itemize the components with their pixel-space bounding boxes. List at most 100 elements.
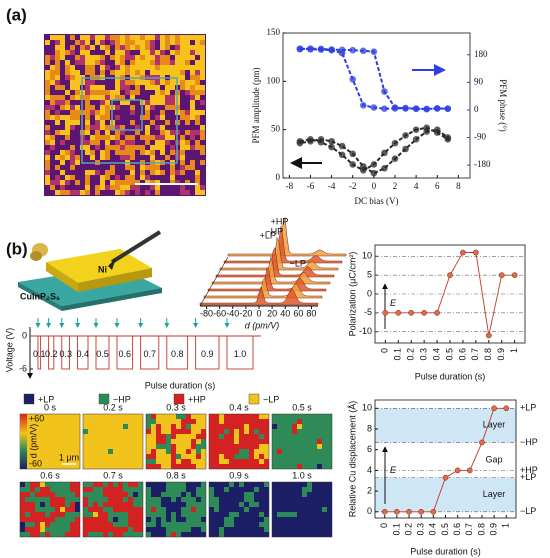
map-pixel bbox=[249, 507, 254, 512]
map-pixel bbox=[108, 424, 113, 429]
image-pixel bbox=[130, 170, 135, 175]
image-pixel bbox=[110, 165, 115, 170]
map-pixel bbox=[317, 464, 322, 469]
map-pixel bbox=[186, 517, 191, 522]
map-pixel bbox=[60, 532, 65, 537]
map-pixel bbox=[128, 454, 133, 459]
map-pixel bbox=[156, 439, 161, 444]
image-pixel bbox=[60, 35, 65, 40]
image-pixel bbox=[45, 180, 50, 185]
map-pixel bbox=[272, 419, 277, 424]
image-pixel bbox=[50, 125, 55, 130]
map-pixel bbox=[264, 522, 269, 527]
data-point bbox=[370, 169, 378, 177]
map-pixel bbox=[98, 454, 103, 459]
map-pixel bbox=[156, 502, 161, 507]
map-pixel bbox=[322, 532, 327, 537]
image-pixel bbox=[140, 190, 145, 195]
image-pixel bbox=[120, 80, 125, 85]
image-pixel bbox=[160, 150, 165, 155]
map-pixel bbox=[108, 497, 113, 502]
map-pixel bbox=[219, 429, 224, 434]
map-pixel bbox=[166, 532, 171, 537]
map-pixel bbox=[40, 444, 45, 449]
map-pixel bbox=[224, 492, 229, 497]
image-pixel bbox=[170, 110, 175, 115]
map-pixel bbox=[244, 517, 249, 522]
image-pixel bbox=[60, 150, 65, 155]
image-pixel bbox=[160, 60, 165, 65]
map-pixel bbox=[146, 507, 151, 512]
map-pixel bbox=[65, 419, 70, 424]
map-pixel bbox=[118, 527, 123, 532]
y2-tick-label: 180 bbox=[474, 49, 488, 59]
map-pixel bbox=[35, 507, 40, 512]
map-pixel bbox=[75, 434, 80, 439]
map-pixel bbox=[176, 429, 181, 434]
image-pixel bbox=[130, 60, 135, 65]
image-pixel bbox=[185, 145, 190, 150]
map-pixel bbox=[133, 449, 138, 454]
data-point bbox=[359, 47, 367, 55]
image-pixel bbox=[85, 165, 90, 170]
image-pixel bbox=[105, 130, 110, 135]
map-pixel bbox=[75, 454, 80, 459]
map-pixel bbox=[98, 497, 103, 502]
map-pixel bbox=[201, 522, 206, 527]
map-pixel bbox=[138, 497, 143, 502]
map-pixel bbox=[272, 532, 277, 537]
map-pixel bbox=[244, 527, 249, 532]
map-pixel bbox=[156, 482, 161, 487]
image-pixel bbox=[60, 60, 65, 65]
map-pixel bbox=[219, 482, 224, 487]
map-pixel bbox=[60, 419, 65, 424]
image-pixel bbox=[75, 150, 80, 155]
histogram-curve bbox=[227, 217, 347, 257]
image-pixel bbox=[125, 140, 130, 145]
image-pixel bbox=[180, 160, 185, 165]
image-pixel bbox=[95, 110, 100, 115]
map-pixel bbox=[239, 517, 244, 522]
map-pixel bbox=[282, 532, 287, 537]
image-pixel bbox=[115, 185, 120, 190]
image-pixel bbox=[160, 50, 165, 55]
frame-label: 0.4 s bbox=[229, 402, 249, 412]
image-pixel bbox=[85, 140, 90, 145]
data-point bbox=[423, 105, 430, 113]
image-pixel bbox=[115, 35, 120, 40]
map-pixel bbox=[282, 434, 287, 439]
image-pixel bbox=[135, 140, 140, 145]
map-pixel bbox=[166, 492, 171, 497]
y-tick-label: 0 bbox=[367, 288, 372, 298]
image-pixel bbox=[50, 145, 55, 150]
image-pixel bbox=[115, 115, 120, 120]
image-pixel bbox=[170, 60, 175, 65]
map-pixel bbox=[123, 439, 128, 444]
map-pixel bbox=[103, 459, 108, 464]
map-pixel bbox=[25, 459, 30, 464]
map-pixel bbox=[297, 454, 302, 459]
map-pixel bbox=[254, 434, 259, 439]
legend-swatch bbox=[248, 393, 260, 405]
map-pixel bbox=[161, 502, 166, 507]
map-pixel bbox=[317, 527, 322, 532]
map-pixel bbox=[282, 429, 287, 434]
map-pixel bbox=[138, 482, 143, 487]
image-pixel bbox=[110, 155, 115, 160]
map-pixel bbox=[156, 492, 161, 497]
map-pixel bbox=[103, 502, 108, 507]
region-label: Gap bbox=[485, 454, 502, 464]
map-pixel bbox=[98, 487, 103, 492]
map-pixel bbox=[307, 429, 312, 434]
image-pixel bbox=[125, 165, 130, 170]
image-pixel bbox=[200, 100, 205, 105]
image-pixel bbox=[185, 70, 190, 75]
map-pixel bbox=[254, 444, 259, 449]
image-pixel bbox=[185, 115, 190, 120]
map-pixel bbox=[312, 517, 317, 522]
map-pixel bbox=[171, 502, 176, 507]
map-pixel bbox=[234, 527, 239, 532]
image-pixel bbox=[85, 110, 90, 115]
image-pixel bbox=[45, 80, 50, 85]
